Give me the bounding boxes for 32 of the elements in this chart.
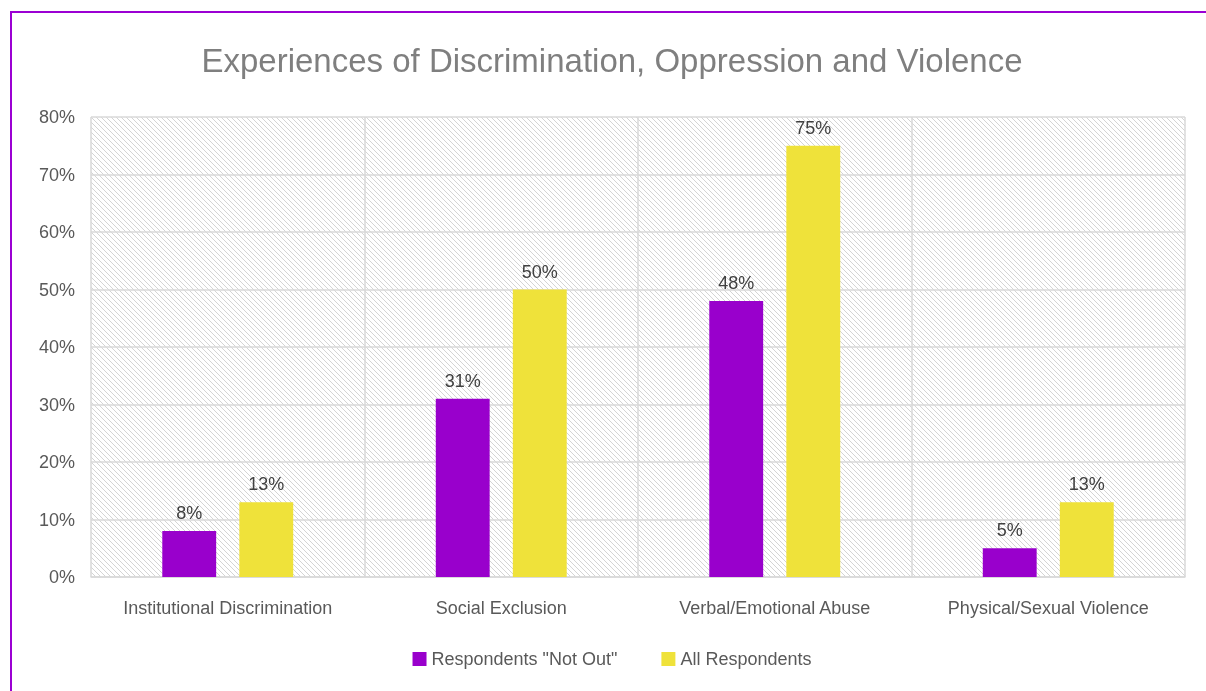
x-tick-label: Physical/Sexual Violence <box>947 598 1149 618</box>
data-label: 13% <box>1068 474 1105 495</box>
data-label: 13% <box>248 474 285 495</box>
bar <box>786 145 841 577</box>
y-tick-label: 10% <box>38 509 75 530</box>
y-tick-label: 40% <box>38 337 75 357</box>
y-tick-label: 50% <box>38 279 75 300</box>
y-tick-label: 60% <box>38 222 75 242</box>
y-tick-label: 20% <box>38 452 75 472</box>
data-label: 48% <box>718 273 755 293</box>
legend-label: All Respondents <box>680 649 812 669</box>
data-label: 8% <box>176 503 203 523</box>
data-label: 50% <box>521 261 558 282</box>
x-tick-label: Verbal/Emotional Abuse <box>679 598 871 618</box>
y-tick-label: 80% <box>38 107 75 127</box>
y-tick-label: 70% <box>38 164 75 185</box>
data-label: 75% <box>795 117 832 138</box>
bar <box>239 502 294 577</box>
data-label: 31% <box>444 370 481 391</box>
bar <box>982 548 1037 577</box>
bar <box>435 398 490 577</box>
y-tick-label: 30% <box>38 394 75 415</box>
bar <box>1059 502 1114 577</box>
data-label: 5% <box>996 520 1023 541</box>
bar <box>709 301 764 577</box>
x-tick-label: Institutional Discrimination <box>123 598 333 618</box>
bar <box>512 289 567 577</box>
bar <box>162 531 217 577</box>
x-tick-label: Social Exclusion <box>435 598 567 618</box>
chart-title: Experiences of Discrimination, Oppression and Violence <box>201 42 1023 79</box>
y-tick-label: 0% <box>48 567 75 587</box>
legend-label: Respondents "Not Out" <box>431 649 618 669</box>
